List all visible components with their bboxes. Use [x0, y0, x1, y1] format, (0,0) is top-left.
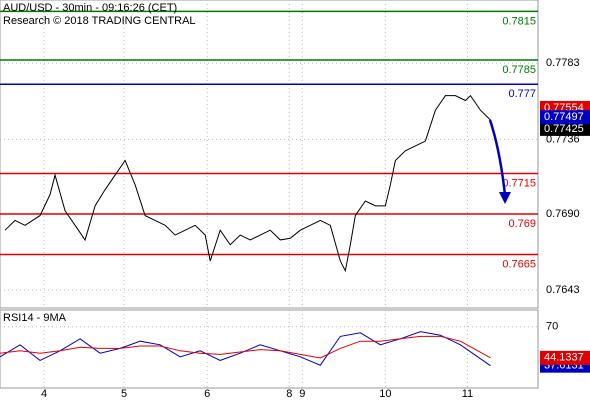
x-tick-label: 9 — [299, 388, 305, 400]
rsi-panel — [0, 309, 539, 389]
price-panel — [0, 0, 539, 309]
x-tick-label: 10 — [379, 388, 391, 400]
forecast-arrow — [488, 119, 507, 196]
chart-subtitle: Research © 2018 TRADING CENTRAL — [3, 15, 196, 27]
rsi-title: RSI14 - 9MA — [3, 312, 67, 324]
x-tick-label: 4 — [41, 388, 47, 400]
y-tick-label: 70 — [546, 321, 558, 333]
y-tick-label: 0.7643 — [546, 284, 580, 296]
x-tick-label: 6 — [204, 388, 210, 400]
value-box — [540, 350, 590, 365]
price-box — [540, 110, 590, 125]
x-tick-label: 11 — [462, 388, 473, 400]
value-box-label: 44.1337 — [544, 352, 584, 364]
y-tick-label: 0.7736 — [546, 133, 580, 145]
value-box — [540, 121, 590, 136]
level-label: 0.7815 — [502, 15, 536, 27]
price-box-label: 0.77497 — [544, 111, 584, 123]
y-tick-label: 0.7783 — [546, 57, 580, 69]
chart-title: AUD/USD - 30min - 09:16:26 (CET) — [3, 2, 177, 14]
series-line — [0, 335, 491, 359]
series-line — [4, 94, 494, 273]
x-tick-label: 8 — [286, 388, 292, 400]
arrow-head — [499, 192, 511, 204]
value-box-label: 0.77425 — [544, 123, 584, 135]
level-label: 0.777 — [508, 88, 536, 100]
level-label: 0.769 — [508, 218, 536, 230]
level-label: 0.7785 — [502, 64, 536, 76]
level-label: 0.7665 — [502, 258, 536, 270]
level-label: 0.7715 — [502, 177, 536, 189]
x-tick-label: 5 — [121, 388, 127, 400]
y-tick-label: 0.7690 — [546, 208, 580, 220]
